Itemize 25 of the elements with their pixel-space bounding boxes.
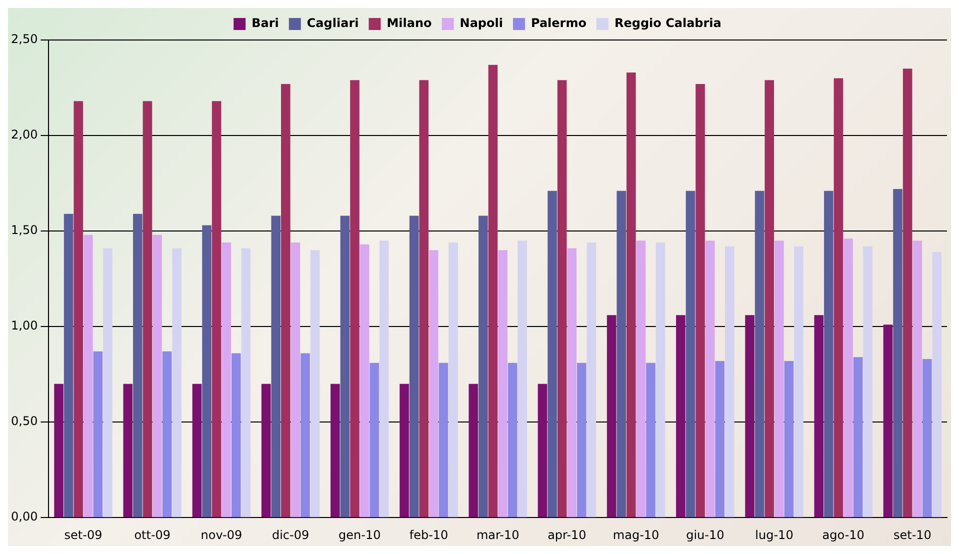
x-tick-label: feb-10 — [409, 528, 448, 542]
legend-label: Bari — [252, 16, 279, 30]
x-tick-label: mag-10 — [612, 528, 660, 542]
y-tick-label: 1,00 — [11, 318, 38, 333]
legend-label: Napoli — [460, 16, 503, 30]
legend-label: Palermo — [530, 16, 586, 30]
x-tick-label: gen-10 — [338, 528, 381, 542]
x-tick-label: ago-10 — [822, 528, 864, 542]
legend-label: Reggio Calabria — [614, 16, 722, 30]
x-tick-label: apr-10 — [548, 528, 586, 542]
legend-label: Cagliari — [306, 16, 359, 30]
x-tick-label: dic-09 — [272, 528, 310, 542]
x-tick-label: lug-10 — [755, 528, 794, 542]
y-tick-label: 1,50 — [11, 223, 38, 238]
x-tick-label: set-09 — [64, 528, 102, 542]
y-tick-label: 0,50 — [11, 414, 38, 428]
y-tick-label: 2,00 — [11, 128, 38, 142]
x-tick-label: ott-09 — [134, 528, 171, 542]
x-tick-label: nov-09 — [200, 528, 242, 542]
x-tick-label: giu-10 — [686, 528, 724, 542]
x-tick-label: set-10 — [893, 528, 932, 542]
y-tick-label: 2,50 — [11, 32, 38, 46]
x-tick-label: mar-10 — [476, 528, 520, 542]
y-tick-label: 0,00 — [11, 510, 38, 524]
legend-label: Milano — [386, 16, 432, 30]
